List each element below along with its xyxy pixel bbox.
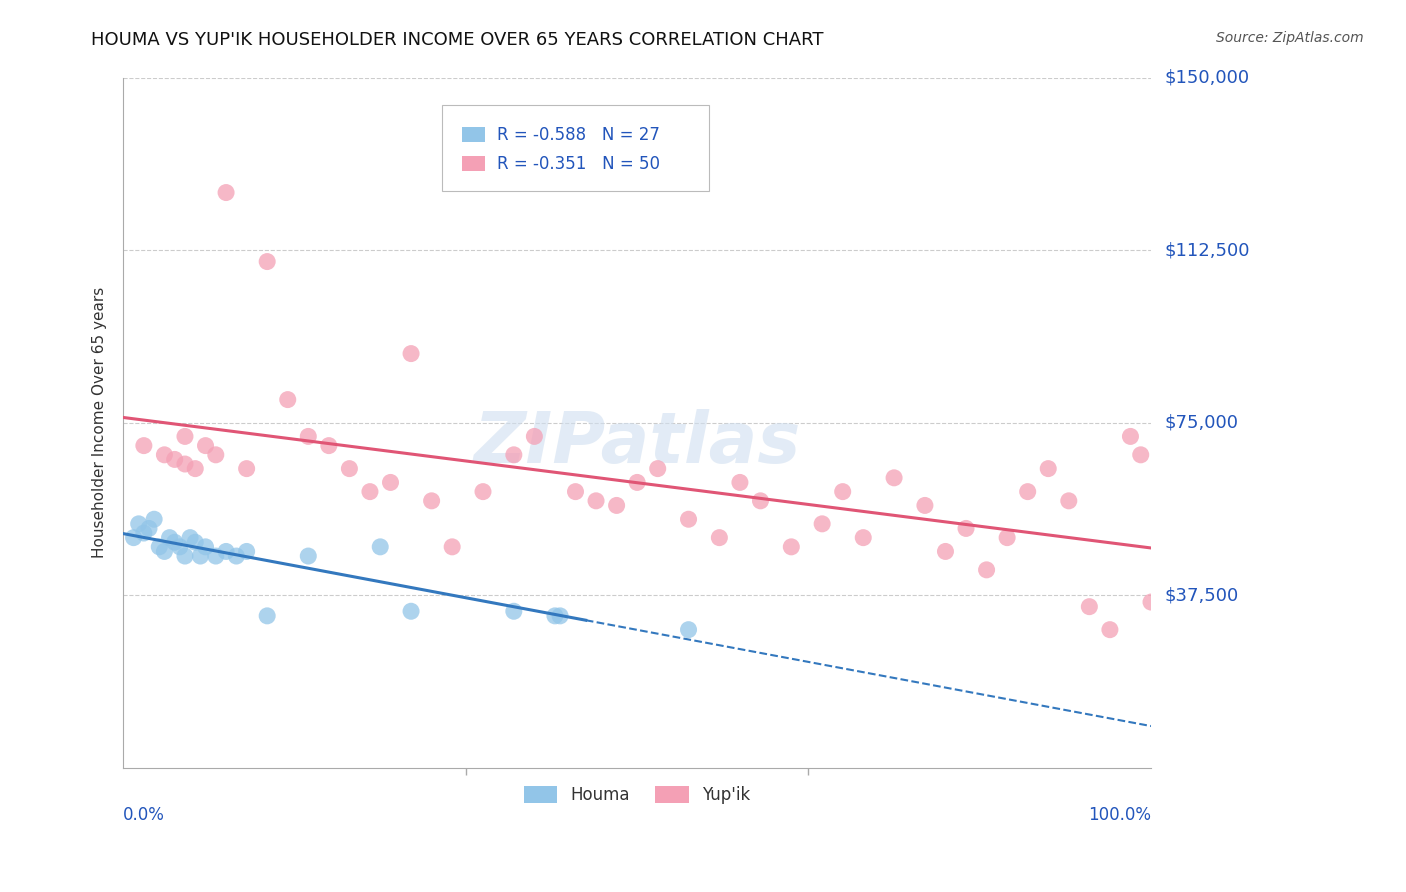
Point [256, 254, 278, 268]
Text: R = -0.351   N = 50: R = -0.351 N = 50 [498, 155, 661, 173]
Point [368, 540, 391, 554]
Point [472, 484, 495, 499]
Point [399, 346, 422, 360]
Point [678, 623, 700, 637]
Point [678, 512, 700, 526]
Point [256, 608, 278, 623]
Point [606, 499, 628, 513]
Point [277, 392, 299, 407]
Point [153, 448, 176, 462]
Text: 0.0%: 0.0% [124, 805, 165, 823]
Point [780, 540, 803, 554]
Point [297, 429, 319, 443]
Point [626, 475, 648, 490]
Point [235, 544, 257, 558]
Point [184, 535, 207, 549]
Text: $75,000: $75,000 [1166, 414, 1239, 432]
Text: $112,500: $112,500 [1166, 241, 1250, 259]
Point [420, 493, 443, 508]
Point [749, 493, 772, 508]
Point [148, 540, 170, 554]
Point [159, 531, 181, 545]
Text: $37,500: $37,500 [1166, 586, 1239, 604]
Point [194, 540, 217, 554]
Point [122, 531, 145, 545]
Point [138, 521, 160, 535]
Point [235, 461, 257, 475]
Point [585, 493, 607, 508]
Point [934, 544, 956, 558]
Point [204, 549, 226, 563]
Point [339, 461, 361, 475]
Point [1078, 599, 1101, 614]
Point [831, 484, 853, 499]
Point [852, 531, 875, 545]
FancyBboxPatch shape [441, 105, 709, 192]
Point [1057, 493, 1080, 508]
Point [194, 439, 217, 453]
Point [728, 475, 751, 490]
Point [523, 429, 546, 443]
Text: Source: ZipAtlas.com: Source: ZipAtlas.com [1216, 31, 1364, 45]
Point [976, 563, 998, 577]
Point [163, 535, 186, 549]
Point [544, 608, 567, 623]
Point [179, 531, 201, 545]
Point [502, 604, 524, 618]
Point [169, 540, 191, 554]
Point [883, 471, 905, 485]
Point [174, 429, 197, 443]
Point [215, 186, 238, 200]
FancyBboxPatch shape [463, 156, 485, 171]
Point [1140, 595, 1163, 609]
FancyBboxPatch shape [463, 128, 485, 143]
Point [297, 549, 319, 563]
Point [564, 484, 586, 499]
Text: $150,000: $150,000 [1166, 69, 1250, 87]
Point [1017, 484, 1039, 499]
Point [153, 544, 176, 558]
Point [502, 448, 524, 462]
Point [1038, 461, 1060, 475]
Y-axis label: Householder Income Over 65 years: Householder Income Over 65 years [93, 287, 107, 558]
Point [1098, 623, 1121, 637]
Point [548, 608, 571, 623]
Text: R = -0.588   N = 27: R = -0.588 N = 27 [498, 126, 661, 144]
Text: HOUMA VS YUP'IK HOUSEHOLDER INCOME OVER 65 YEARS CORRELATION CHART: HOUMA VS YUP'IK HOUSEHOLDER INCOME OVER … [91, 31, 824, 49]
Point [441, 540, 464, 554]
Point [995, 531, 1018, 545]
Point [914, 499, 936, 513]
Point [709, 531, 731, 545]
Point [647, 461, 669, 475]
Point [380, 475, 402, 490]
Point [128, 516, 150, 531]
Point [1129, 448, 1152, 462]
Point [811, 516, 834, 531]
Point [190, 549, 212, 563]
Point [399, 604, 422, 618]
Point [174, 457, 197, 471]
Legend: Houma, Yup'ik: Houma, Yup'ik [517, 780, 756, 811]
Text: 100.0%: 100.0% [1088, 805, 1152, 823]
Point [359, 484, 381, 499]
Point [174, 549, 197, 563]
Point [163, 452, 186, 467]
Point [204, 448, 226, 462]
Point [184, 461, 207, 475]
Point [143, 512, 166, 526]
Point [132, 439, 155, 453]
Point [132, 526, 155, 541]
Point [318, 439, 340, 453]
Point [225, 549, 247, 563]
Point [215, 544, 238, 558]
Point [1119, 429, 1142, 443]
Point [955, 521, 977, 535]
Text: ZIPatlas: ZIPatlas [474, 409, 801, 478]
